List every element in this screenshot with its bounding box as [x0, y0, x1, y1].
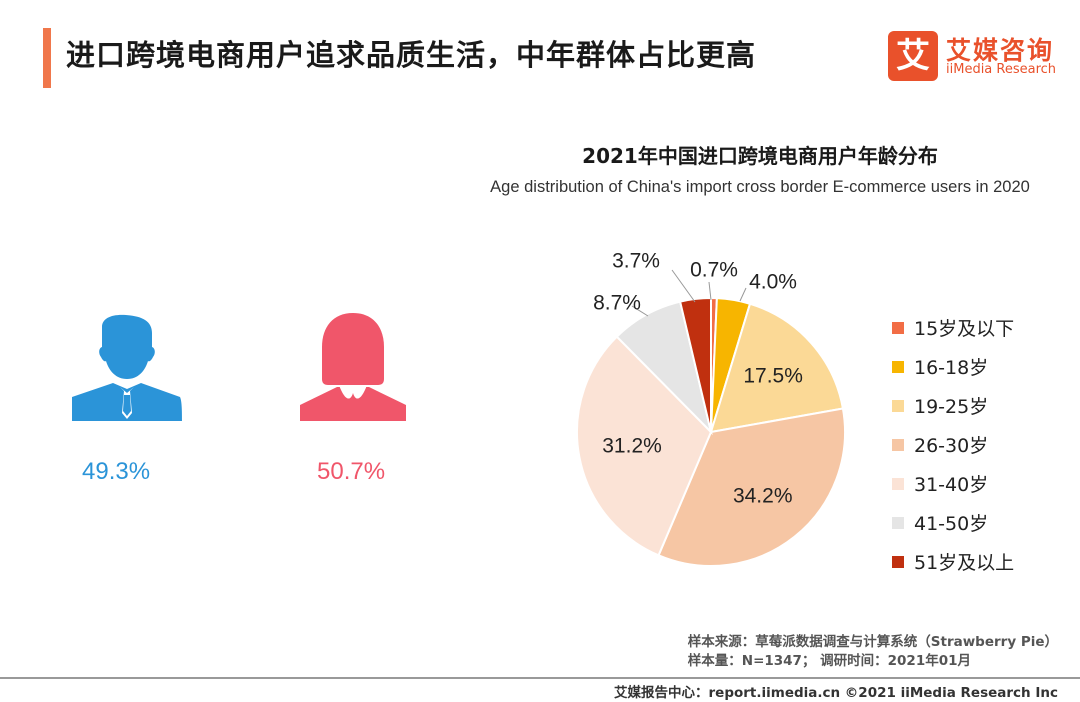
footer-divider — [0, 677, 1080, 679]
leader-line-6 — [671, 269, 696, 303]
male-user-icon — [72, 314, 182, 421]
pie-slice-2 — [709, 302, 845, 434]
leader-line-5 — [631, 305, 649, 317]
pie-label-1: 4.0% — [749, 271, 797, 294]
logo-name-en: iiMedia Research — [946, 62, 1057, 77]
legend-item-4: 31-40岁 — [892, 464, 1014, 503]
leader-line-0 — [708, 281, 712, 301]
pie-slice-4 — [576, 335, 713, 557]
source-note: 样本来源：草莓派数据调查与计算系统（Strawberry Pie） 样本量：N=… — [688, 633, 1058, 671]
legend-swatch-6 — [892, 555, 904, 568]
pie-label-4: 31.2% — [602, 435, 662, 458]
legend-label-2: 19-25岁 — [914, 396, 989, 418]
title-accent-bar — [43, 28, 51, 88]
source-line-2: 样本量：N=1347； 调研时间：2021年01月 — [687, 653, 972, 669]
legend-swatch-2 — [892, 399, 904, 412]
leader-line-1 — [739, 287, 747, 302]
legend-label-1: 16-18岁 — [914, 357, 989, 379]
page-title: 进口跨境电商用户追求品质生活，中年群体占比更高 — [66, 38, 757, 72]
legend-swatch-1 — [892, 360, 904, 373]
chart-legend: 15岁及以下 16-18岁 19-25岁 26-30岁 31-40岁 41-50岁 51岁及… — [892, 308, 1014, 581]
pie-label-3: 34.2% — [733, 485, 793, 508]
chart-title: 2021年中国进口跨境电商用户年龄分布 — [582, 144, 938, 168]
logo-name-cn: 艾媒咨询 — [946, 36, 1055, 65]
logo-mark: 艾 — [888, 31, 938, 81]
legend-item-2: 19-25岁 — [892, 386, 1014, 425]
legend-swatch-5 — [892, 516, 904, 529]
source-line-1: 样本来源：草莓派数据调查与计算系统（Strawberry Pie） — [687, 634, 1058, 650]
pie-label-2: 17.5% — [743, 364, 803, 387]
pie-label-5: 8.7% — [593, 292, 641, 315]
age-distribution-pie-chart: 0.7% 4.0% 17.5% 34.2% 31.2% 8.7% 3.7% — [576, 250, 846, 567]
legend-item-3: 26-30岁 — [892, 425, 1014, 464]
female-percentage: 50.7% — [317, 458, 386, 485]
legend-item-5: 41-50岁 — [892, 503, 1014, 542]
legend-swatch-3 — [892, 438, 904, 451]
iimedia-logo: 艾 艾媒咨询 iiMedia Research — [888, 31, 1060, 81]
legend-label-4: 31-40岁 — [914, 474, 989, 496]
pie-label-6: 3.7% — [612, 250, 660, 273]
footer-text: 艾媒报告中心：report.iimedia.cn ©2021 iiMedia R… — [614, 685, 1058, 701]
legend-label-6: 51岁及以上 — [914, 552, 1015, 574]
male-percentage: 49.3% — [82, 458, 151, 485]
legend-item-6: 51岁及以上 — [892, 542, 1014, 581]
legend-item-0: 15岁及以下 — [892, 308, 1014, 347]
legend-label-3: 26-30岁 — [914, 435, 989, 457]
legend-label-5: 41-50岁 — [914, 513, 989, 535]
legend-swatch-0 — [892, 321, 904, 334]
female-user-icon — [300, 313, 406, 421]
pie-label-0: 0.7% — [690, 259, 738, 282]
legend-swatch-4 — [892, 477, 904, 490]
legend-label-0: 15岁及以下 — [914, 318, 1015, 340]
legend-item-1: 16-18岁 — [892, 347, 1014, 386]
chart-subtitle: Age distribution of China's import cross… — [490, 178, 1030, 196]
